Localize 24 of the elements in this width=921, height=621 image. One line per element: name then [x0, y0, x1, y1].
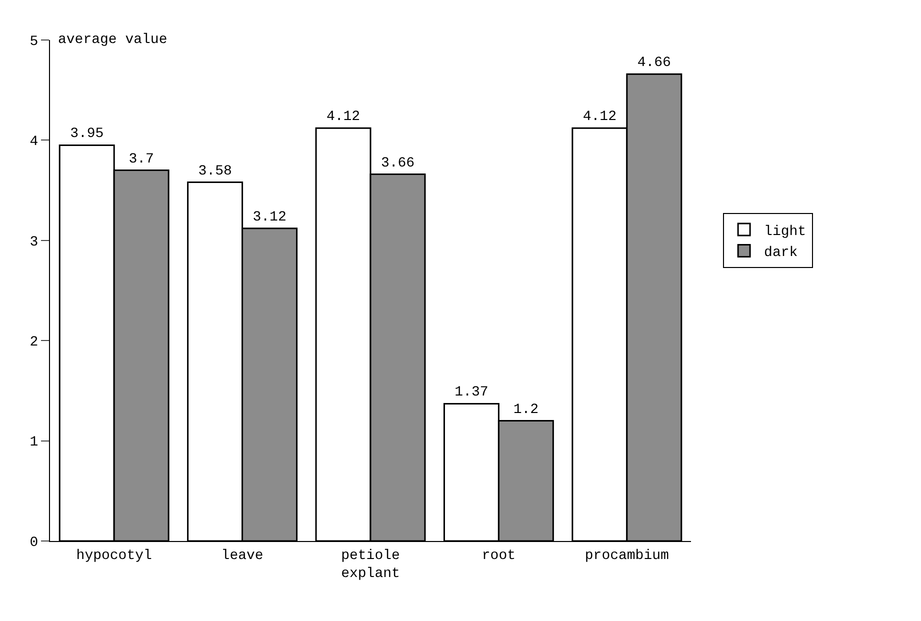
x-tick-label: hypocotyl	[76, 548, 152, 564]
x-tick-label: procambium	[584, 548, 669, 564]
data-label: 3.12	[252, 209, 286, 226]
x-tick-label: root	[482, 548, 516, 564]
data-label: 4.12	[326, 109, 360, 126]
x-tick-label: petiole explant	[341, 548, 400, 582]
y-tick-label: 3	[30, 234, 38, 250]
legend-label: dark	[764, 245, 798, 262]
data-label: 4.66	[637, 55, 671, 72]
y-axis-title: average value	[58, 32, 168, 48]
legend-label: light	[764, 224, 806, 240]
data-label: 3.7	[128, 151, 154, 168]
data-label: 3.66	[380, 155, 415, 172]
data-label: 3.95	[70, 126, 104, 142]
data-label: 3.58	[198, 163, 232, 180]
x-tick-label: leave	[221, 548, 264, 564]
y-tick-label: 5	[30, 34, 38, 50]
data-label: 4.12	[582, 109, 616, 126]
y-tick-label: 4	[30, 134, 38, 150]
y-tick-label: 1	[30, 434, 38, 451]
y-tick-label: 2	[30, 334, 38, 350]
data-label: 1.37	[454, 384, 488, 401]
data-label: 1.2	[513, 402, 539, 418]
y-tick-label: 0	[30, 534, 38, 551]
